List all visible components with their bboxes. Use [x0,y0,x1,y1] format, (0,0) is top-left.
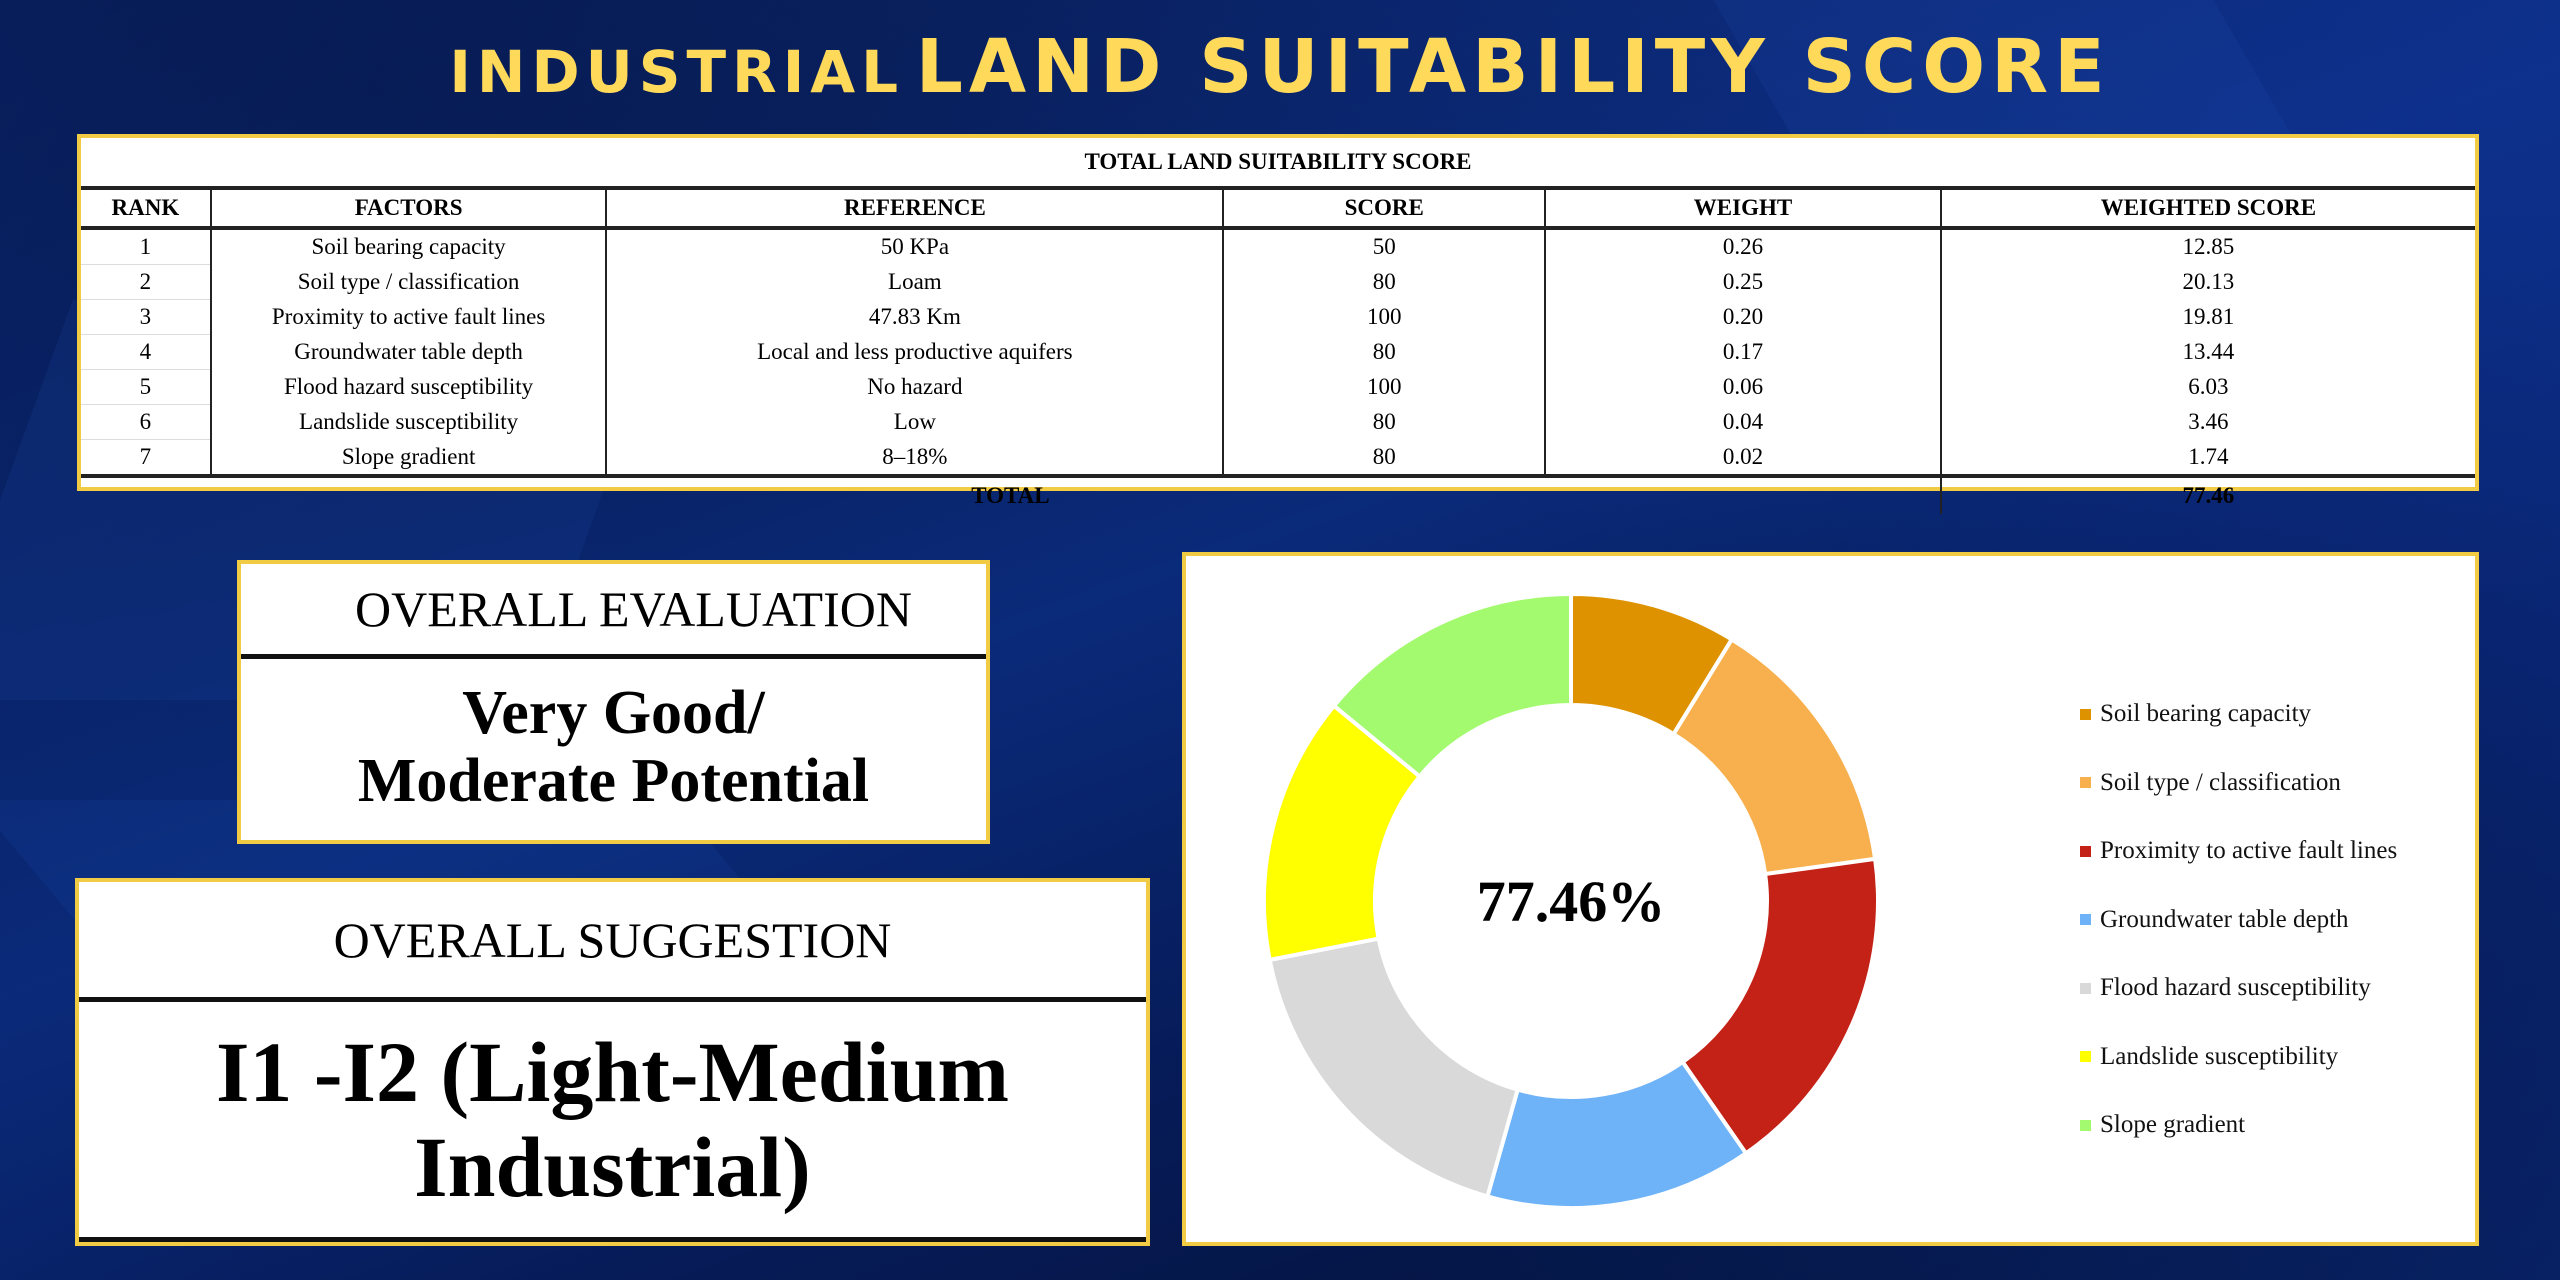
table-cell: 3 [81,299,211,335]
legend-item: Proximity to active fault lines [2080,817,2397,886]
table-cell: Soil type / classification [209,264,607,300]
legend-label: Flood hazard susceptibility [2100,974,2371,1002]
overall-suggestion-panel: OVERALL SUGGESTION I1 -I2 (Light-Medium … [75,878,1150,1246]
suggestion-heading: OVERALL SUGGESTION [79,882,1146,1002]
table-cell: Local and less productive aquifers [605,334,1224,370]
table-cell: Landslide susceptibility [209,404,607,440]
table-cell: 0.26 [1544,228,1941,265]
legend-item: Landslide susceptibility [2080,1023,2397,1092]
table-cell: 0.17 [1544,334,1941,370]
donut-slice [1331,591,1573,780]
table-row: 4 Groundwater table depth Local and less p… [81,334,2475,370]
legend-swatch [2080,982,2091,994]
total-label: TOTAL [81,474,1941,514]
legend-label: Slope gradient [2100,1111,2246,1139]
total-value: 77.46 [1939,474,2475,514]
table-cell: 100 [1222,369,1546,405]
table-cell: 0.02 [1544,439,1941,476]
table-cell: 3.46 [1939,404,2475,440]
chart-legend: Soil bearing capacity Soil type / classif… [2080,680,2397,1160]
suggestion-line-1: I1 -I2 (Light-Medium [215,1023,1010,1120]
legend-label: Groundwater table depth [2100,905,2349,933]
table-cell: 100 [1222,299,1546,335]
donut-center-label: 77.46% [1476,869,1666,934]
evaluation-line-1: Very Good/ [462,678,765,747]
table-cell: 4 [81,334,211,370]
legend-swatch [2080,1119,2091,1131]
table-cell: 50 [1222,228,1546,265]
evaluation-line-2: Moderate Potential [357,747,870,815]
table-row: 2 Soil type / classification Loam 80 0.25 20.… [81,264,2475,300]
suggestion-line-2: Industrial) [414,1118,811,1215]
page-title: INDUSTRIAL LAND SUITABILITY SCORE [0,22,2560,132]
table-cell: 50 KPa [605,228,1224,265]
table-cell: 2 [81,264,211,300]
legend-item: Soil type / classification [2080,749,2397,818]
table-cell: Flood hazard susceptibility [209,369,607,405]
table-row: 7 Slope gradient 8–18% 80 0.02 1.74 [81,439,2475,477]
table-cell: 8–18% [605,439,1224,476]
table-caption: TOTAL LAND SUITABILITY SCORE [81,138,2475,190]
table-row: 1 Soil bearing capacity 50 KPa 50 0.26 12.85 [81,228,2475,265]
legend-swatch [2080,708,2091,720]
table-row: 6 Landslide susceptibility Low 80 0.04 3.46 [81,404,2475,440]
table-cell: Proximity to active fault lines [209,299,607,335]
title-part-1: INDUSTRIAL [449,38,905,106]
table-cell: 47.83 Km [605,299,1224,335]
suitability-score-table: TOTAL LAND SUITABILITY SCORE RANK FACTORS… [77,134,2479,514]
legend-swatch [2080,777,2091,789]
table-row: 5 Flood hazard susceptibility No hazard 100… [81,369,2475,405]
table-cell: 0.06 [1544,369,1941,405]
legend-item: Groundwater table depth [2080,886,2397,955]
table-cell: 7 [81,439,211,477]
column-header: FACTORS [209,188,607,230]
table-row: 3 Proximity to active fault lines 47.83 Km… [81,299,2475,335]
table-cell: 20.13 [1939,264,2475,300]
legend-swatch [2080,1051,2091,1063]
table-cell: 80 [1222,439,1546,476]
table-cell: 6.03 [1939,369,2475,405]
column-header: SCORE [1222,188,1546,230]
table-cell: 1 [81,228,211,265]
table-cell: 0.25 [1544,264,1941,300]
legend-item: Slope gradient [2080,1091,2397,1160]
column-header: WEIGHT [1544,188,1941,230]
table-cell: No hazard [605,369,1224,405]
table-cell: 80 [1222,404,1546,440]
donut-slice [1679,856,1880,1157]
column-header: RANK [81,188,211,230]
table-cell: 6 [81,404,211,440]
suggestion-result: I1 -I2 (Light-Medium Industrial) [79,1002,1146,1242]
table-cell: 13.44 [1939,334,2475,370]
table-cell: Loam [605,264,1224,300]
table-cell: 1.74 [1939,439,2475,476]
title-part-2: LAND SUITABILITY SCORE [915,24,2111,110]
donut-slice [1267,936,1521,1199]
legend-label: Landslide susceptibility [2100,1042,2339,1070]
legend-label: Proximity to active fault lines [2100,837,2398,865]
table-cell: 0.04 [1544,404,1941,440]
table-cell: 5 [81,369,211,405]
legend-swatch [2080,914,2091,926]
evaluation-heading: OVERALL EVALUATION [241,564,986,659]
column-header: REFERENCE [605,188,1224,230]
legend-label: Soil type / classification [2100,768,2341,796]
legend-item: Flood hazard susceptibility [2080,954,2397,1023]
legend-item: Soil bearing capacity [2080,680,2397,749]
overall-evaluation-panel: OVERALL EVALUATION Very Good/ Moderate P… [237,560,990,844]
table-cell: Slope gradient [209,439,607,476]
table-cell: 80 [1222,334,1546,370]
legend-swatch [2080,845,2091,857]
table-cell: Low [605,404,1224,440]
legend-label: Soil bearing capacity [2100,700,2312,728]
table-cell: 19.81 [1939,299,2475,335]
column-header: WEIGHTED SCORE [1939,188,2475,230]
evaluation-result: Very Good/ Moderate Potential [241,659,986,835]
table-cell: Groundwater table depth [209,334,607,370]
table-cell: Soil bearing capacity [209,228,607,265]
table-cell: 80 [1222,264,1546,300]
table-cell: 12.85 [1939,228,2475,265]
table-cell: 0.20 [1544,299,1941,335]
